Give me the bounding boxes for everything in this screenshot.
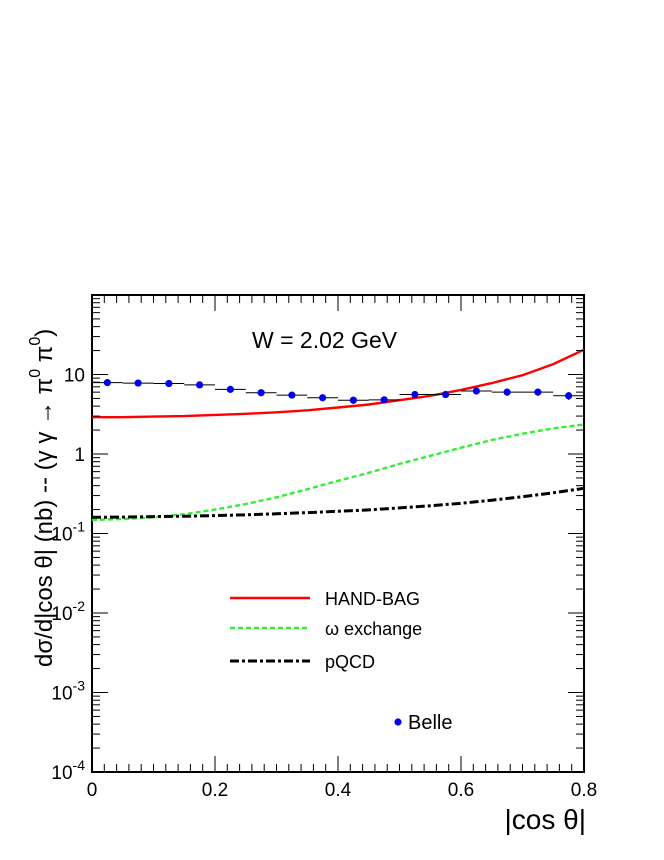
y-tick-label: 10-2 [51,598,85,625]
belle-data-point [565,392,573,400]
legend-label: pQCD [325,652,375,672]
legend-label: HAND-BAG [325,589,420,609]
series-line--exchange [91,423,585,522]
y-axis-label-main: dσ/d|cos θ| (nb) -- (γ γ → π [31,378,58,667]
belle-data-point [472,387,480,395]
x-axis-label: |cos θ| [505,804,586,835]
x-tick-label: 0.6 [448,780,474,801]
legend-label: ω exchange [325,619,422,639]
belle-data-point [319,394,327,402]
belle-data-point [349,396,357,404]
series-belle [92,379,584,405]
x-tick-label: 0.2 [202,780,228,801]
series-line-pqcd [91,486,585,519]
y-axis-label-sup2: 0 [27,337,44,346]
y-axis-label: dσ/d|cos θ| (nb) -- (γ γ → π0 π0) [27,329,58,667]
y-tick-label: 1 [74,445,85,466]
belle-data-point [103,379,111,387]
x-tick-label: 0 [87,780,98,801]
y-tick-label: 10-3 [51,678,85,705]
belle-data-point [411,390,419,399]
x-tick-label: 0.8 [571,780,597,801]
belle-data-point [380,396,388,404]
belle-data-point [196,381,204,389]
y-axis-label-sup1: 0 [27,369,44,378]
belle-data-point [503,388,511,396]
belle-data-point [288,391,296,399]
y-axis-label-mid: π [31,346,58,369]
y-axis-label-end: ) [31,329,58,337]
plot-frame [91,294,585,773]
belle-data-point [257,389,265,397]
belle-data-point [442,390,450,399]
y-tick-label: 10-1 [51,519,85,546]
legend-marker-belle [394,718,402,726]
y-tick-label: 10 [64,366,85,387]
series-line-hand-bag [92,348,585,419]
belle-data-point [226,385,234,393]
y-tick-label: 10-4 [51,757,85,784]
belle-data-point [534,388,542,396]
belle-data-point [165,379,173,388]
chart-annotation: W = 2.02 GeV [252,327,398,353]
x-tick-label: 0.4 [325,780,352,801]
legend-label: Belle [408,712,452,734]
belle-data-point [134,379,142,387]
